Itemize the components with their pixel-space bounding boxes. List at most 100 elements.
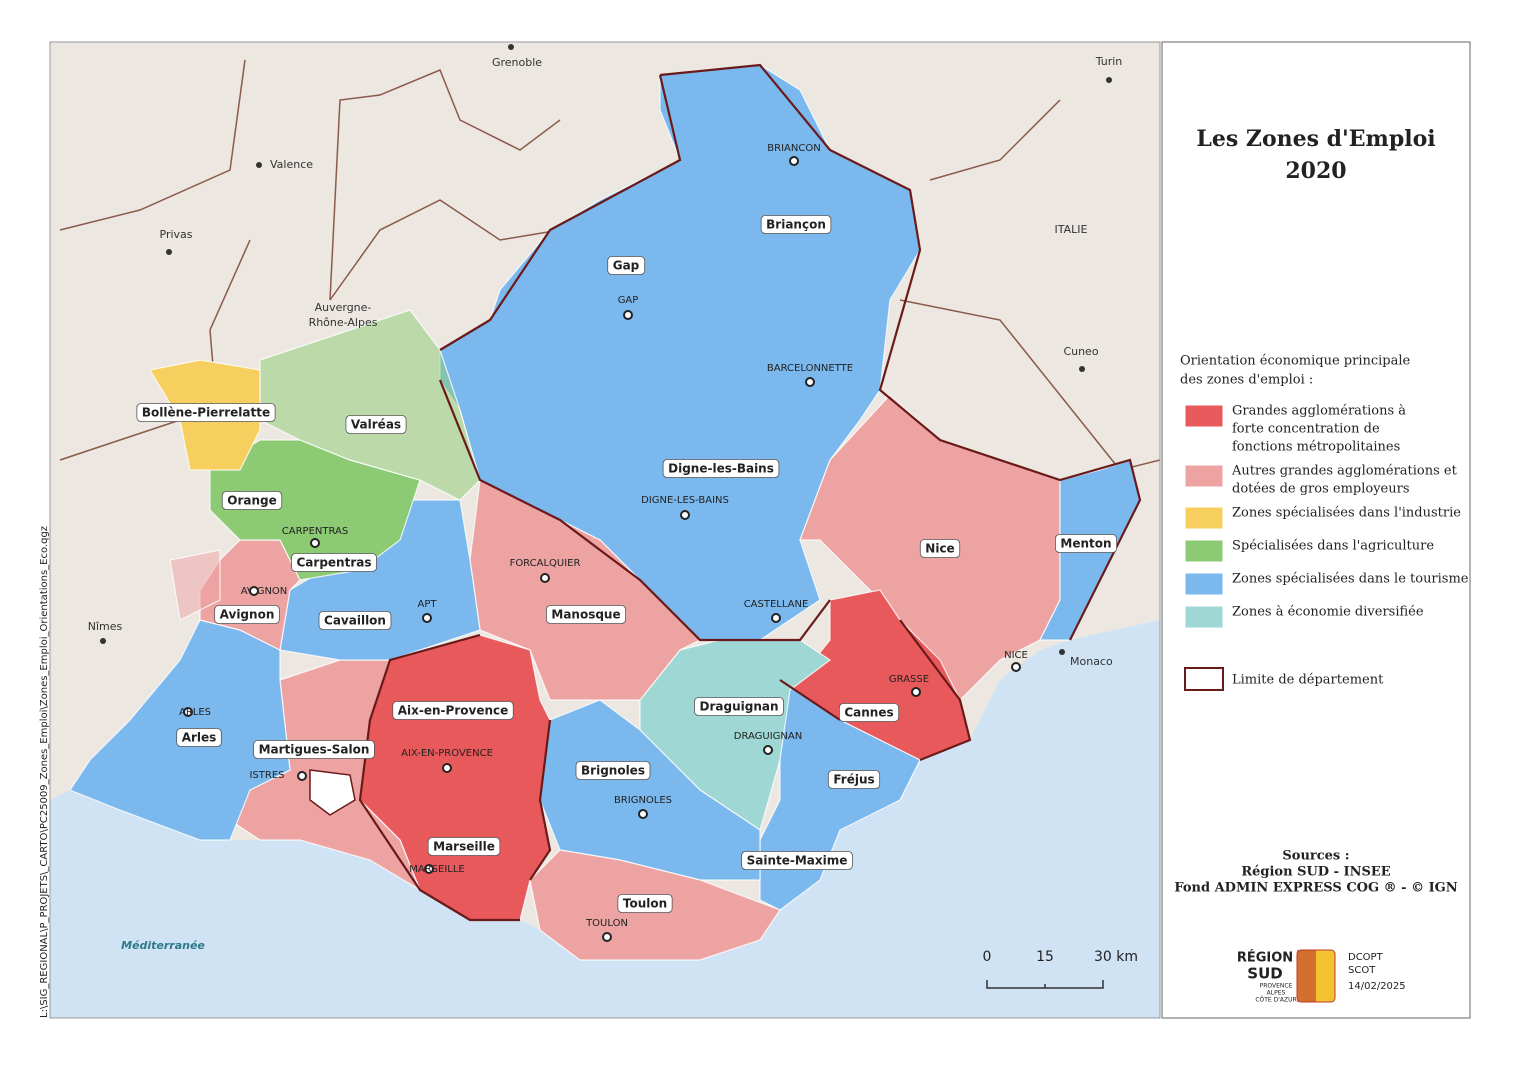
zone-label-box <box>221 491 283 510</box>
city-dot <box>183 707 193 717</box>
label: NICE <box>1004 650 1028 661</box>
place-label: Monaco <box>1070 655 1113 668</box>
shape <box>1161 41 1471 1019</box>
legend-label: Zones à économie diversifiée <box>1232 605 1424 620</box>
legend-swatch <box>1184 506 1224 530</box>
label: Sainte-Maxime <box>747 854 848 868</box>
legend-panel: Les Zones d'Emploi 2020 Orientation écon… <box>1161 41 1471 1019</box>
city-dot <box>763 745 773 755</box>
label: Manosque <box>551 608 620 622</box>
zone-label-box <box>575 761 651 780</box>
legend-swatch <box>1184 539 1224 563</box>
label: Orange <box>227 494 277 508</box>
label: Digne-les-Bains <box>668 462 774 476</box>
label: Fréjus <box>833 773 874 787</box>
zone-label: Arles <box>176 728 222 747</box>
city-dot <box>805 377 815 387</box>
zone-label: Digne-les-Bains <box>662 459 780 478</box>
label: Toulon <box>623 897 667 911</box>
shape <box>986 980 1104 989</box>
legend-label: fonctions métropolitaines <box>1232 440 1400 455</box>
label: Bollène-Pierrelatte <box>142 406 270 420</box>
zone-label: Menton <box>1055 534 1117 553</box>
label: 2020 <box>1285 158 1346 184</box>
zone-label: Marseille <box>427 837 501 856</box>
region-label: Auvergne- <box>315 301 372 314</box>
zone-label-box <box>760 215 832 234</box>
legend-label: Zones spécialisées dans l'industrie <box>1232 506 1461 521</box>
zone-label: Orange <box>221 491 283 510</box>
legend-label: dotées de gros employeurs <box>1232 482 1410 497</box>
zone-label: Valréas <box>345 415 407 434</box>
label: Avignon <box>220 608 275 622</box>
label: Marseille <box>433 840 495 854</box>
place-label: Grenoble <box>492 56 542 69</box>
city-dot <box>623 310 633 320</box>
legend-label: Grandes agglomérations à <box>1232 404 1406 419</box>
sea <box>50 620 1160 1018</box>
zone-label-box <box>427 837 501 856</box>
zone-label: Cavaillon <box>318 611 392 630</box>
etang-de-berre <box>309 769 356 816</box>
zone-label: Bollène-Pierrelatte <box>136 403 276 422</box>
shape <box>1184 667 1224 691</box>
place-labels: Grenoble Turin Valence Privas ITALIE Cun… <box>88 44 1122 952</box>
city-labels: BRIANCON GAP BARCELONNETTE DIGNE-LES-BAI… <box>179 143 1028 942</box>
zone-label: Fréjus <box>827 770 881 789</box>
legend-swatch <box>1184 404 1224 428</box>
label: DCOPT <box>1348 952 1384 963</box>
zone-area <box>539 699 761 881</box>
zone-label: Avignon <box>214 605 280 624</box>
label: des zones d'emploi : <box>1180 373 1313 388</box>
scale-bar: 0 15 30 km <box>983 949 1138 989</box>
place-label: ITALIE <box>1055 223 1088 236</box>
zone-area <box>259 309 481 501</box>
zone-label-box <box>136 403 276 422</box>
label: Nice <box>925 542 954 556</box>
zone-label: Gap <box>607 256 646 275</box>
city-dot <box>911 687 921 697</box>
label: ISTRES <box>249 770 284 781</box>
label: CÔTE D'AZUR <box>1255 997 1296 1004</box>
city-dot <box>422 613 432 623</box>
zone-area <box>469 479 702 701</box>
zone-label-box <box>607 256 646 275</box>
label: BRIANCON <box>767 143 820 154</box>
zone-label: Brignoles <box>575 761 651 780</box>
label: Arles <box>182 731 217 745</box>
label: SUD <box>1247 965 1282 983</box>
label: Cavaillon <box>324 614 386 628</box>
zone-label-box <box>919 539 961 558</box>
zone-label-box <box>345 415 407 434</box>
label: DIGNE-LES-BAINS <box>641 495 729 506</box>
label: Orientation économique principale <box>1180 354 1411 369</box>
label: GAP <box>618 295 639 306</box>
city-dot <box>1011 662 1021 672</box>
label: Les Zones d'Emploi <box>1196 126 1435 152</box>
city-dot <box>602 932 612 942</box>
label: GRASSE <box>889 674 929 685</box>
place-dot <box>508 44 514 50</box>
zone-label-box <box>392 701 514 720</box>
place-dot <box>100 638 106 644</box>
place-dot <box>1079 366 1085 372</box>
place-label: Privas <box>160 228 193 241</box>
legend-label: Spécialisées dans l'agriculture <box>1232 539 1434 554</box>
label: ARLES <box>179 707 211 718</box>
legend-swatch <box>1184 572 1224 596</box>
shape <box>1297 950 1316 1002</box>
admin-border <box>59 59 1161 471</box>
zone-label: Carpentras <box>291 553 377 572</box>
label: Région SUD - INSEE <box>1241 865 1390 880</box>
label: Brignoles <box>581 764 645 778</box>
zone-label-box <box>545 605 627 624</box>
label: Briançon <box>766 218 826 232</box>
label: BRIGNOLES <box>614 795 672 806</box>
place-dot <box>1106 77 1112 83</box>
zone-label-box <box>318 611 392 630</box>
label: APT <box>418 599 438 610</box>
sea-label: Méditerranée <box>121 939 205 952</box>
place-label: Cuneo <box>1063 345 1098 358</box>
